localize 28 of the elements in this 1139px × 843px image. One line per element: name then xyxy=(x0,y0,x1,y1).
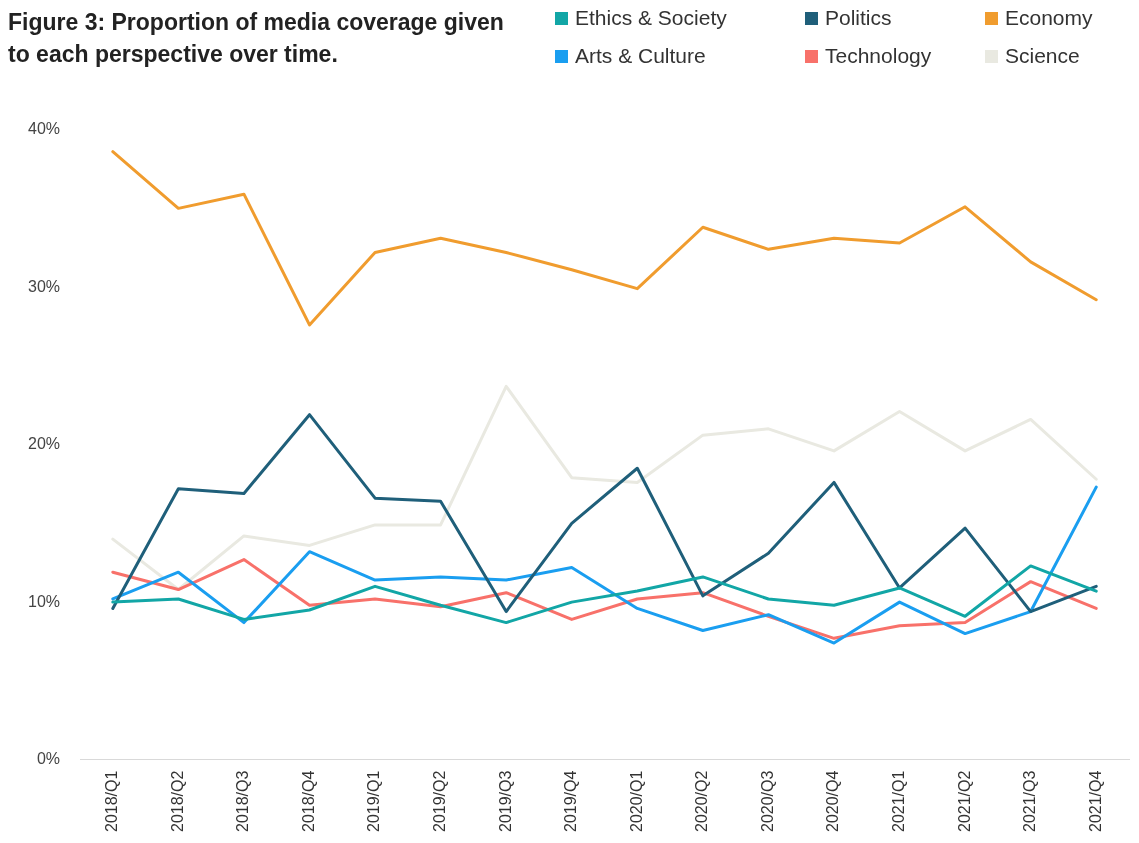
x-tick-label: 2018/Q2 xyxy=(168,770,186,833)
y-tick-label: 0% xyxy=(36,750,61,768)
x-tick-label: 2019/Q4 xyxy=(562,770,580,833)
x-tick-label: 2019/Q3 xyxy=(496,770,514,833)
legend-label: Technology xyxy=(825,44,932,68)
y-tick-label: 20% xyxy=(27,435,61,453)
x-tick-label: 2018/Q3 xyxy=(234,770,252,833)
legend-label: Economy xyxy=(1005,6,1093,30)
x-tick-label: 2021/Q4 xyxy=(1086,770,1104,833)
legend-label: Arts & Culture xyxy=(575,44,706,68)
legend-label: Science xyxy=(1005,44,1080,68)
x-tick-label: 2021/Q3 xyxy=(1021,770,1039,833)
x-tick-label: 2021/Q1 xyxy=(889,770,907,833)
legend-label: Ethics & Society xyxy=(575,6,727,30)
y-tick-label: 10% xyxy=(27,592,61,610)
x-tick-label: 2020/Q1 xyxy=(627,770,645,833)
x-tick-label: 2019/Q2 xyxy=(431,770,449,833)
x-tick-label: 2021/Q2 xyxy=(955,770,973,833)
chart-title: Figure 3: Proportion of media coverage given to each perspective over time. xyxy=(8,8,505,69)
x-tick-label: 2018/Q1 xyxy=(103,770,121,833)
x-tick-label: 2018/Q4 xyxy=(299,770,317,833)
y-tick-label: 40% xyxy=(27,120,61,138)
y-tick-label: 30% xyxy=(27,277,61,295)
x-tick-label: 2020/Q2 xyxy=(693,770,711,833)
x-tick-label: 2020/Q3 xyxy=(758,770,776,833)
legend-label: Politics xyxy=(825,6,892,30)
x-tick-label: 2019/Q1 xyxy=(365,770,383,833)
x-tick-label: 2020/Q4 xyxy=(824,770,842,833)
